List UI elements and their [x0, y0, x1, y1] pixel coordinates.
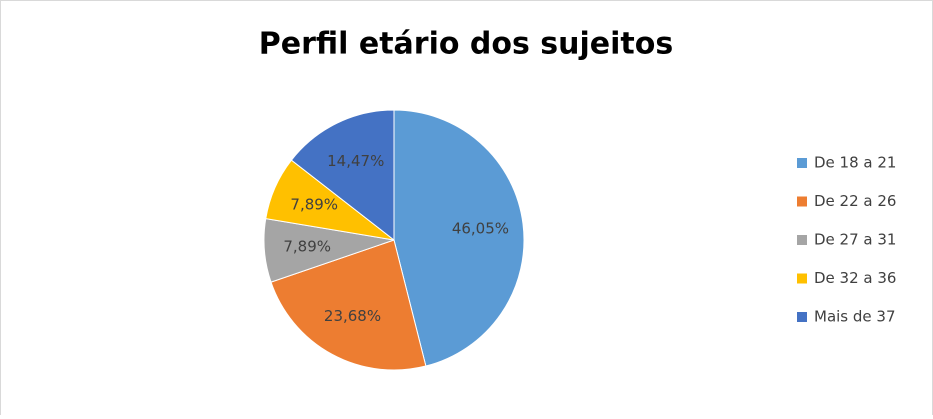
legend-swatch — [797, 312, 807, 322]
legend-swatch — [797, 158, 807, 168]
legend-swatch — [797, 235, 807, 245]
legend-label: Mais de 37 — [814, 308, 896, 326]
legend-swatch — [797, 273, 807, 284]
legend-label: De 22 a 26 — [814, 192, 896, 210]
pie-slice — [270, 239, 427, 371]
data-label: 7,89% — [290, 196, 338, 214]
data-label: 46,05% — [452, 220, 509, 238]
data-label: 7,89% — [283, 238, 331, 256]
legend-swatch — [797, 196, 807, 207]
legend-label: De 18 a 21 — [814, 154, 896, 172]
data-label: 14,47% — [327, 152, 384, 170]
legend-label: De 32 a 36 — [814, 269, 896, 287]
pie-slice — [290, 109, 395, 242]
chart-title: Perfil etário dos sujeitos — [259, 27, 673, 62]
legend-label: De 27 a 31 — [814, 231, 896, 249]
pie-slice — [393, 109, 525, 367]
data-label: 23,68% — [324, 307, 381, 325]
